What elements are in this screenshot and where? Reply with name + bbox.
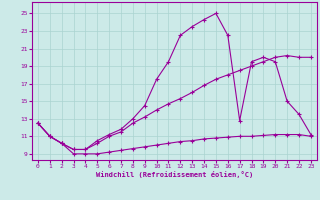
X-axis label: Windchill (Refroidissement éolien,°C): Windchill (Refroidissement éolien,°C)	[96, 171, 253, 178]
